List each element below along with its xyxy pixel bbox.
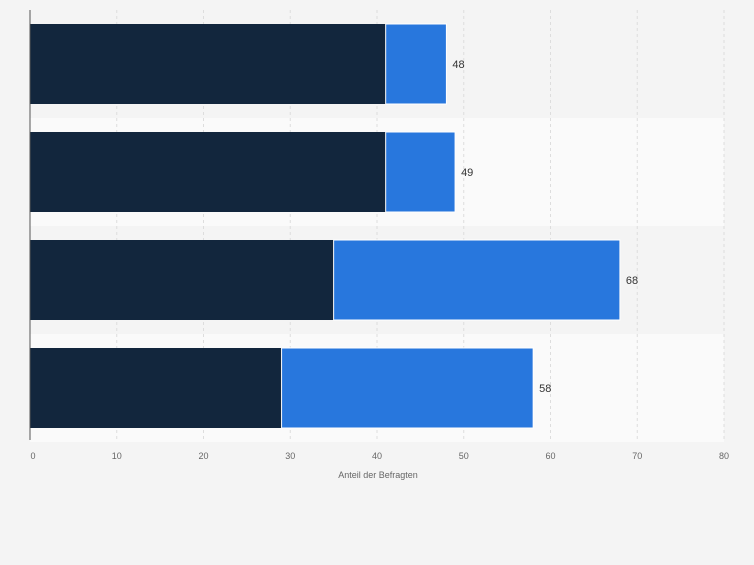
bar-segment-series-1 [30, 240, 334, 320]
bar-total-label: 58 [539, 383, 551, 395]
bar-segment-series-1 [30, 132, 386, 212]
bar-segment-series-2 [281, 347, 534, 429]
bar-segment-series-2 [333, 239, 621, 321]
x-tick-label: 50 [459, 451, 469, 461]
bar-segment-series-1 [30, 24, 386, 104]
bar-segment-series-2 [385, 131, 456, 213]
x-tick-label: 70 [632, 451, 642, 461]
x-axis-ticks: 0 10 20 30 40 50 60 70 80 [30, 451, 729, 461]
x-tick-label: 60 [545, 451, 555, 461]
bar-total-label: 48 [452, 59, 464, 71]
x-axis-title: Anteil der Befragten [338, 470, 418, 480]
x-tick-label: 30 [285, 451, 295, 461]
x-tick-label: 40 [372, 451, 382, 461]
bars [30, 23, 621, 429]
bar-total-label: 49 [461, 167, 473, 179]
bar-segment-series-2 [385, 23, 447, 105]
bar-total-label: 68 [626, 275, 638, 287]
value-labels: 48 49 68 58 [452, 59, 638, 395]
x-tick-label: 10 [112, 451, 122, 461]
x-tick-label: 20 [198, 451, 208, 461]
x-tick-label: 80 [719, 451, 729, 461]
bar-segment-series-1 [30, 348, 282, 428]
x-tick-label: 0 [30, 451, 35, 461]
